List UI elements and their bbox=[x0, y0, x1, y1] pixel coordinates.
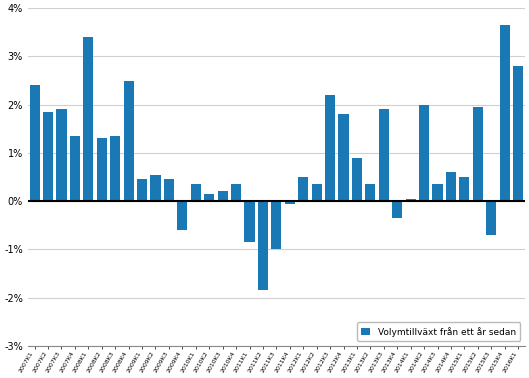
Bar bbox=[70, 136, 80, 201]
Bar bbox=[57, 110, 67, 201]
Bar bbox=[30, 85, 40, 201]
Bar bbox=[191, 184, 201, 201]
Bar bbox=[406, 199, 416, 201]
Bar bbox=[217, 191, 227, 201]
Bar bbox=[473, 107, 483, 201]
Bar bbox=[339, 114, 349, 201]
Bar bbox=[231, 184, 241, 201]
Bar bbox=[500, 25, 510, 201]
Bar bbox=[204, 194, 214, 201]
Bar bbox=[366, 184, 376, 201]
Bar bbox=[392, 201, 402, 218]
Bar bbox=[177, 201, 187, 230]
Bar bbox=[446, 172, 456, 201]
Bar bbox=[150, 175, 160, 201]
Bar bbox=[419, 105, 429, 201]
Bar bbox=[513, 66, 523, 201]
Bar bbox=[433, 184, 443, 201]
Bar bbox=[271, 201, 281, 249]
Bar bbox=[137, 180, 147, 201]
Bar bbox=[244, 201, 254, 242]
Bar bbox=[258, 201, 268, 290]
Bar bbox=[379, 110, 389, 201]
Bar bbox=[486, 201, 496, 235]
Bar bbox=[285, 201, 295, 203]
Bar bbox=[352, 158, 362, 201]
Bar bbox=[312, 184, 322, 201]
Bar bbox=[97, 138, 107, 201]
Bar bbox=[459, 177, 469, 201]
Bar bbox=[83, 37, 94, 201]
Bar bbox=[164, 180, 174, 201]
Bar bbox=[110, 136, 120, 201]
Legend: Volymtillväxt från ett år sedan: Volymtillväxt från ett år sedan bbox=[357, 322, 521, 341]
Bar bbox=[298, 177, 308, 201]
Bar bbox=[325, 95, 335, 201]
Bar bbox=[43, 112, 53, 201]
Bar bbox=[124, 81, 134, 201]
